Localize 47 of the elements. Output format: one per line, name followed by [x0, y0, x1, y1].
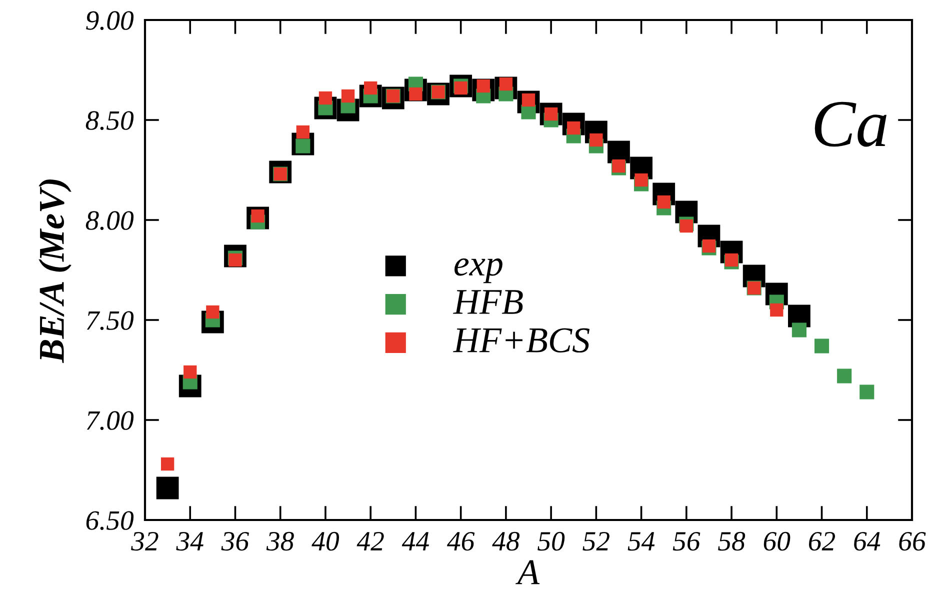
point [590, 133, 603, 147]
x-tick-label: 54 [628, 532, 655, 551]
point [814, 338, 830, 354]
legend-label: exp [454, 258, 502, 284]
y-tick-label: 7.50 [86, 311, 134, 330]
y-axis-title: BE/A (MeV) [38, 180, 72, 364]
x-tick-label: 40 [312, 532, 340, 551]
x-tick-label: 48 [492, 532, 520, 551]
point [770, 303, 784, 317]
y-tick-label: 9.00 [86, 11, 134, 30]
point [296, 125, 310, 139]
y-tick-label: 8.50 [86, 111, 134, 130]
point [792, 322, 806, 338]
x-tick-label: 62 [809, 532, 836, 551]
point [156, 476, 179, 500]
point [657, 195, 670, 209]
x-tick-label: 38 [266, 532, 294, 551]
point [837, 368, 852, 384]
x-tick-label: 32 [131, 532, 158, 551]
x-tick-label: 52 [582, 532, 610, 551]
x-tick-label: 42 [356, 532, 384, 550]
legend-label: HFB [453, 290, 523, 314]
y-tick-label: 8.00 [86, 211, 134, 230]
x-tick-label: 56 [672, 532, 700, 551]
legend-label: HF+BCS [453, 328, 590, 353]
y-tick-label: 6.50 [86, 511, 134, 530]
x-tick-label: 36 [221, 532, 249, 551]
x-tick-label: 64 [854, 532, 880, 551]
point [184, 365, 197, 379]
x-tick-label: 66 [899, 532, 926, 551]
point [860, 384, 874, 400]
point [341, 89, 355, 103]
x-tick-label: 46 [447, 532, 475, 551]
x-tick-label: 44 [402, 532, 429, 550]
x-tick-label: 34 [176, 532, 204, 551]
x-tick-label: 58 [718, 532, 746, 551]
annotation: Ca [814, 102, 886, 147]
x-tick-label: 60 [764, 532, 790, 551]
point [318, 91, 332, 105]
point [206, 305, 220, 319]
x-axis-title: A [515, 560, 540, 584]
point [160, 457, 174, 471]
x-tick-label: 50 [538, 532, 565, 551]
y-tick-label: 7.00 [86, 411, 134, 430]
point [724, 253, 738, 267]
point [364, 81, 378, 95]
point [634, 173, 648, 187]
